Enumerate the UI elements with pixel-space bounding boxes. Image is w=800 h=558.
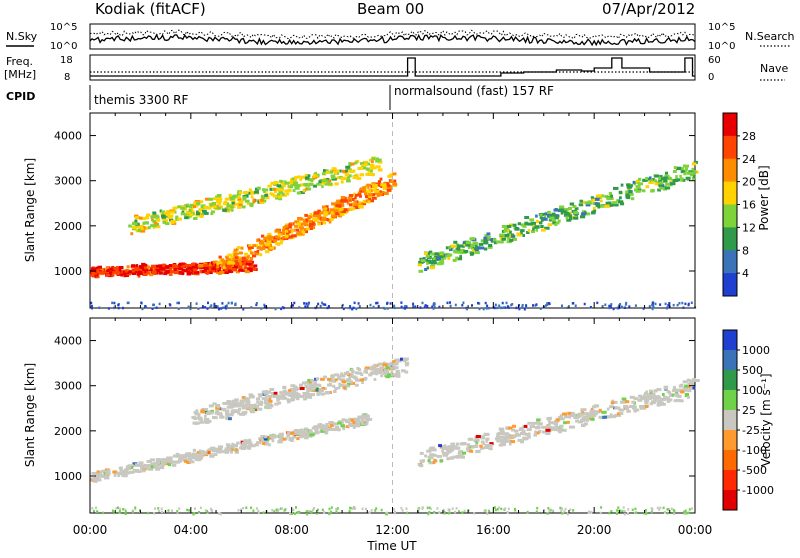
colorbar-swatch — [723, 470, 737, 491]
colorbar-swatch — [723, 330, 737, 351]
colorbar-swatch — [723, 490, 737, 511]
nave-tick-bottom: 0 — [708, 72, 714, 83]
time-tick-label: 08:00 — [274, 523, 309, 537]
time-tick-label: 00:00 — [73, 523, 108, 537]
echo-region-1 — [90, 259, 258, 279]
velocity-ylabel: Slant Range [km] — [23, 363, 37, 467]
time-tick-label: 04:00 — [174, 523, 209, 537]
echo-region-2 — [216, 172, 398, 275]
colorbar-tick: -100 — [742, 444, 767, 457]
noise-tick-bottom-right: 10^0 — [708, 41, 735, 52]
colorbar-tick: -500 — [742, 464, 767, 477]
time-axis-label: Time UT — [366, 539, 417, 553]
echo-region-2 — [191, 357, 410, 425]
site-title: Kodiak (fitACF) — [95, 0, 206, 18]
freq-tick-top: 18 — [60, 55, 73, 66]
time-tick-label: 12:00 — [375, 523, 410, 537]
colorbar-swatch — [723, 430, 737, 451]
colorbar-swatch — [723, 227, 737, 251]
nsky-label: N.Sky — [6, 30, 38, 43]
colorbar-swatch — [723, 410, 737, 431]
beam-title: Beam 00 — [357, 0, 424, 18]
colorbar-tick: 4 — [742, 267, 749, 280]
freq-unit: [MHz] — [4, 68, 36, 81]
colorbar-swatch — [723, 273, 737, 297]
cpid-mode-2: normalsound (fast) 157 RF — [394, 84, 554, 98]
noise-panel: N.Sky 10^5 10^0 10^5 10^0 N.Search — [6, 22, 795, 52]
colorbar-swatch — [723, 158, 737, 183]
velocity-panel: 4000 3000 2000 1000 Slant Range [km] 1000 50… — [23, 317, 774, 516]
echo-region-3 — [417, 378, 700, 468]
echo-region-3 — [128, 156, 383, 236]
ytick-label: 1000 — [54, 470, 82, 483]
nsearch-label: N.Search — [745, 30, 795, 43]
ytick-label: 4000 — [54, 130, 82, 143]
colorbar-swatch — [723, 113, 737, 137]
ytick-label: 3000 — [54, 175, 82, 188]
colorbar-swatch — [723, 181, 737, 205]
time-tick-label: 16:00 — [476, 523, 511, 537]
colorbar-tick: 8 — [742, 244, 749, 257]
freq-label: Freq. — [6, 55, 33, 68]
cpid-label: CPID — [6, 90, 35, 103]
power-ylabel: Slant Range [km] — [23, 158, 37, 262]
colorbar-tick: 25 — [742, 404, 756, 417]
colorbar-swatch — [723, 250, 737, 274]
power-panel: 4000 3000 2000 1000 Slant Range [km] 28 24 20… — [23, 112, 771, 311]
colorbar-swatch — [723, 350, 737, 371]
velocity-bar-label: Velocity [m s⁻¹] — [759, 373, 773, 466]
ytick-label: 2000 — [54, 425, 82, 438]
time-tick-label: 00:00 — [678, 523, 713, 537]
colorbar-tick: 28 — [742, 130, 756, 143]
colorbar-tick: 16 — [742, 199, 756, 212]
time-tick-label: 20:00 — [577, 523, 612, 537]
time-axis: 00:00 04:00 08:00 12:00 16:00 20:00 00:00 — [73, 523, 713, 537]
freq-panel: Freq. [MHz] 18 8 60 0 Nave — [4, 54, 788, 83]
colorbar-swatch — [723, 204, 737, 228]
noise-tick-bottom-left: 10^0 — [50, 41, 77, 52]
power-bar-label: Power [dB] — [757, 165, 771, 230]
colorbar-swatch — [723, 370, 737, 391]
cpid-mode-1: themis 3300 RF — [94, 93, 188, 107]
colorbar-swatch — [723, 450, 737, 471]
echo-region-4 — [417, 160, 699, 273]
colorbar-swatch — [723, 135, 737, 160]
freq-tick-bottom: 8 — [64, 72, 70, 83]
colorbar-tick: 20 — [742, 176, 756, 189]
noise-tick-top-right: 10^5 — [708, 22, 735, 33]
ytick-label: 3000 — [54, 380, 82, 393]
colorbar-tick: -1000 — [742, 484, 774, 497]
colorbar-swatch — [723, 390, 737, 411]
ytick-label: 4000 — [54, 335, 82, 348]
ytick-label: 1000 — [54, 265, 82, 278]
colorbar-tick: 500 — [742, 364, 763, 377]
nave-tick-top: 60 — [708, 55, 721, 66]
nave-label: Nave — [760, 62, 788, 75]
colorbar-tick: -25 — [742, 424, 760, 437]
echo-region-1 — [90, 413, 373, 483]
noise-tick-top-left: 10^5 — [50, 22, 77, 33]
cpid-panel: CPID themis 3300 RF normalsound (fast) 1… — [6, 84, 554, 110]
colorbar-tick: 100 — [742, 384, 763, 397]
ytick-label: 2000 — [54, 220, 82, 233]
colorbar-tick: 24 — [742, 153, 756, 166]
date-title: 07/Apr/2012 — [602, 0, 695, 18]
colorbar-tick: 1000 — [742, 344, 770, 357]
colorbar-tick: 12 — [742, 221, 756, 234]
